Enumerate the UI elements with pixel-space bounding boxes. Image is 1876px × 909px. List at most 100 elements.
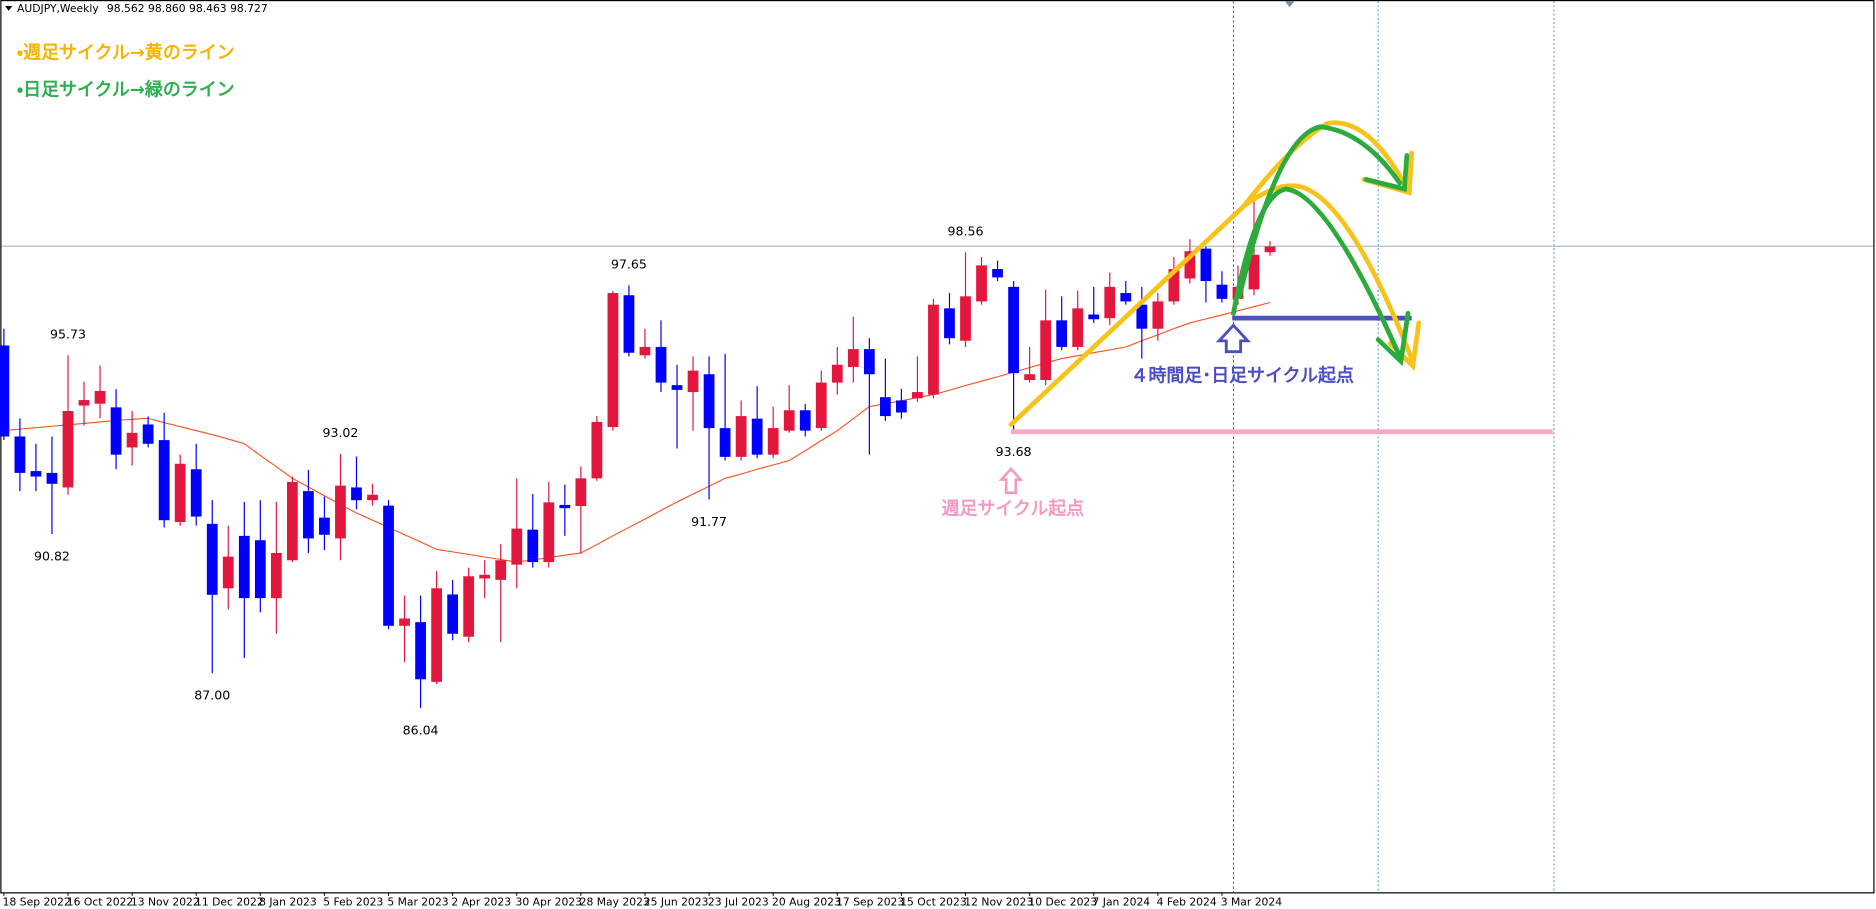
blue-arrow	[1215, 323, 1252, 354]
candle-body	[863, 349, 875, 375]
candle-body	[1168, 269, 1180, 302]
moving-average	[3, 301, 1271, 563]
candle-body	[351, 487, 362, 501]
candle-body	[0, 345, 10, 437]
quote: 98.562	[107, 2, 145, 15]
candle-body	[1024, 374, 1035, 381]
candle-body	[1056, 320, 1068, 347]
candle-body	[543, 502, 555, 563]
candle-body	[1104, 286, 1116, 319]
x-tick-label: 2 Apr 2023	[451, 895, 511, 908]
note-daily: ・日足サイクル→緑のライン	[17, 79, 235, 101]
extreme-label: 93.68	[996, 444, 1032, 459]
weekly-cycle-line	[1008, 120, 1410, 427]
candle-body	[607, 293, 619, 428]
candle-body	[319, 517, 330, 535]
candle-body	[799, 410, 811, 431]
extreme-label: 97.65	[611, 257, 647, 272]
extreme-label: 91.77	[691, 514, 727, 529]
candle-body	[367, 494, 378, 501]
candle-body	[1248, 254, 1260, 290]
candle-body	[110, 407, 122, 455]
x-tick-label: 5 Feb 2023	[323, 895, 383, 908]
x-tick-label: 4 Feb 2024	[1157, 895, 1217, 908]
daily-cycle-line	[1237, 124, 1403, 300]
candle-body	[222, 556, 234, 589]
menu-triangle	[5, 5, 13, 11]
candle-body	[94, 390, 106, 404]
x-tick-label: 7 Jan 2024	[1093, 895, 1151, 908]
candle-body	[174, 463, 186, 523]
candle-body	[815, 382, 827, 429]
candle-body	[447, 594, 459, 634]
candle-body	[687, 370, 699, 393]
candle-body	[783, 410, 795, 431]
candle-body	[767, 428, 779, 455]
candle-body	[928, 304, 939, 395]
candle-body	[190, 469, 202, 517]
x-tick-label: 30 Apr 2023	[516, 895, 582, 908]
note-weekly: ・週足サイクル→黄のライン	[17, 42, 235, 64]
drawings	[998, 120, 1553, 495]
note-weekly-start: 週足サイクル起点	[942, 497, 1085, 519]
candle-body	[383, 505, 394, 626]
x-tick-label: 23 Jul 2023	[708, 895, 769, 908]
extreme-label: 95.73	[50, 327, 86, 342]
candle-body	[992, 269, 1003, 278]
x-tick-label: 28 May 2023	[580, 895, 650, 908]
chart-header: AUDJPY,Weekly 98.562 98.860 98.463 98.72…	[17, 2, 268, 15]
candle-body	[1184, 251, 1196, 279]
x-tick-label: 17 Sep 2023	[836, 895, 904, 908]
candle-body	[286, 481, 298, 561]
candle-body	[463, 576, 475, 637]
candle-body	[399, 618, 410, 626]
candle-body	[254, 540, 266, 599]
x-tick-label: 20 Aug 2023	[772, 895, 841, 908]
x-tick-label: 5 Mar 2023	[387, 895, 448, 908]
candle-body	[639, 346, 651, 356]
candle-body	[1136, 304, 1148, 329]
candle-body	[62, 410, 74, 488]
quote: 98.463	[189, 2, 227, 15]
candle-body	[655, 346, 667, 383]
candle-body	[1200, 248, 1212, 282]
pink-arrow	[998, 466, 1024, 495]
candle-body	[527, 529, 539, 563]
candle-body	[335, 485, 346, 539]
daily-cycle-arrow	[1375, 310, 1411, 367]
candle-body	[831, 364, 843, 383]
x-tick-label: 16 Oct 2022	[67, 895, 133, 908]
candle-body	[735, 416, 747, 457]
candle-body	[591, 421, 603, 479]
candle-body	[30, 471, 42, 477]
candle-body	[559, 504, 571, 509]
quote: 98.727	[230, 2, 268, 15]
candle-body	[206, 523, 218, 595]
x-tick-label: 13 Nov 2022	[131, 895, 200, 908]
candle-body	[575, 478, 587, 507]
candle-body	[238, 535, 250, 599]
guides	[1232, 1, 1555, 893]
shift-marker	[1284, 1, 1295, 8]
extreme-label: 86.04	[403, 722, 439, 737]
candle-body	[78, 400, 90, 406]
candle-body	[719, 428, 731, 457]
candle-body	[896, 400, 907, 413]
x-tick-label: 18 Sep 2022	[3, 895, 71, 908]
x-tick-label: 11 Dec 2022	[195, 895, 264, 908]
candle-body	[431, 588, 442, 682]
candle-body	[415, 622, 426, 680]
candle-body	[158, 440, 170, 521]
extreme-label: 90.82	[34, 548, 70, 563]
extreme-label: 98.56	[948, 224, 984, 239]
extreme-label: 87.00	[194, 687, 230, 702]
candle-body	[847, 349, 859, 367]
candle-body	[879, 397, 891, 417]
x-tick-label: 12 Nov 2023	[964, 895, 1033, 908]
candle-body	[303, 491, 314, 539]
candle-body	[1088, 314, 1100, 320]
candle-body	[671, 385, 683, 390]
